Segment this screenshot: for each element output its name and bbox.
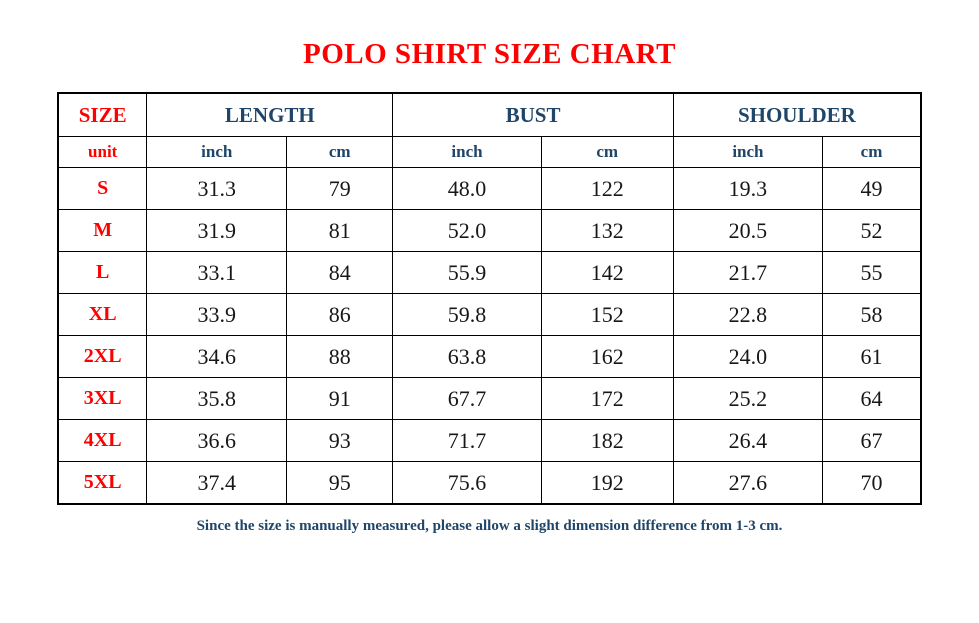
measurement-cell: 31.9 — [146, 209, 288, 252]
size-label-cell: 4XL — [57, 419, 148, 462]
measurement-cell: 61 — [822, 335, 922, 378]
measurement-cell: 81 — [286, 209, 394, 252]
measurement-cell: 21.7 — [672, 251, 824, 294]
measurement-cell: 75.6 — [392, 461, 542, 505]
measurement-cell: 88 — [286, 335, 394, 378]
measurement-cell: 25.2 — [672, 377, 824, 420]
unit-shoulder-inch: inch — [672, 136, 824, 168]
measurement-cell: 91 — [286, 377, 394, 420]
measurement-cell: 55.9 — [392, 251, 542, 294]
size-label-cell: M — [57, 209, 148, 252]
measurement-cell: 59.8 — [392, 293, 542, 336]
measurement-cell: 33.1 — [146, 251, 288, 294]
column-header-size: SIZE — [57, 92, 148, 137]
column-header-bust: BUST — [392, 92, 674, 137]
measurement-cell: 19.3 — [672, 167, 824, 210]
size-chart-table: SIZE LENGTH BUST SHOULDER unit inch cm i… — [57, 92, 922, 505]
size-label-cell: 3XL — [57, 377, 148, 420]
unit-label: unit — [57, 136, 148, 168]
size-label-cell: L — [57, 251, 148, 294]
column-header-length: LENGTH — [146, 92, 394, 137]
unit-bust-inch: inch — [392, 136, 542, 168]
table-header-row: SIZE LENGTH BUST SHOULDER — [57, 92, 922, 137]
measurement-cell: 182 — [540, 419, 674, 462]
size-label-cell: S — [57, 167, 148, 210]
measurement-cell: 152 — [540, 293, 674, 336]
measurement-cell: 52.0 — [392, 209, 542, 252]
measurement-cell: 122 — [540, 167, 674, 210]
measurement-cell: 24.0 — [672, 335, 824, 378]
table-row: M 31.9 81 52.0 132 20.5 52 — [57, 209, 922, 252]
measurement-cell: 37.4 — [146, 461, 288, 505]
measurement-cell: 49 — [822, 167, 922, 210]
measurement-cell: 35.8 — [146, 377, 288, 420]
unit-length-cm: cm — [286, 136, 394, 168]
size-label-cell: 5XL — [57, 461, 148, 505]
measurement-cell: 63.8 — [392, 335, 542, 378]
measurement-cell: 55 — [822, 251, 922, 294]
measurement-cell: 67 — [822, 419, 922, 462]
size-label-cell: XL — [57, 293, 148, 336]
measurement-cell: 142 — [540, 251, 674, 294]
table-row: 5XL 37.4 95 75.6 192 27.6 70 — [57, 461, 922, 505]
unit-shoulder-cm: cm — [822, 136, 922, 168]
measurement-cell: 36.6 — [146, 419, 288, 462]
measurement-cell: 33.9 — [146, 293, 288, 336]
table-row: L 33.1 84 55.9 142 21.7 55 — [57, 251, 922, 294]
table-row: 3XL 35.8 91 67.7 172 25.2 64 — [57, 377, 922, 420]
size-label-cell: 2XL — [57, 335, 148, 378]
unit-row: unit inch cm inch cm inch cm — [57, 136, 922, 168]
measurement-cell: 27.6 — [672, 461, 824, 505]
column-header-shoulder: SHOULDER — [672, 92, 922, 137]
measurement-cell: 70 — [822, 461, 922, 505]
page-title: POLO SHIRT SIZE CHART — [303, 38, 676, 70]
measurement-disclaimer: Since the size is manually measured, ple… — [196, 518, 783, 534]
unit-bust-cm: cm — [540, 136, 674, 168]
measurement-cell: 95 — [286, 461, 394, 505]
table-row: 2XL 34.6 88 63.8 162 24.0 61 — [57, 335, 922, 378]
measurement-cell: 93 — [286, 419, 394, 462]
table-row: S 31.3 79 48.0 122 19.3 49 — [57, 167, 922, 210]
measurement-cell: 31.3 — [146, 167, 288, 210]
measurement-cell: 67.7 — [392, 377, 542, 420]
measurement-cell: 79 — [286, 167, 394, 210]
table-row: XL 33.9 86 59.8 152 22.8 58 — [57, 293, 922, 336]
measurement-cell: 84 — [286, 251, 394, 294]
table-row: 4XL 36.6 93 71.7 182 26.4 67 — [57, 419, 922, 462]
measurement-cell: 192 — [540, 461, 674, 505]
measurement-cell: 58 — [822, 293, 922, 336]
measurement-cell: 52 — [822, 209, 922, 252]
measurement-cell: 162 — [540, 335, 674, 378]
measurement-cell: 48.0 — [392, 167, 542, 210]
unit-length-inch: inch — [146, 136, 288, 168]
measurement-cell: 22.8 — [672, 293, 824, 336]
measurement-cell: 64 — [822, 377, 922, 420]
measurement-cell: 34.6 — [146, 335, 288, 378]
measurement-cell: 71.7 — [392, 419, 542, 462]
measurement-cell: 132 — [540, 209, 674, 252]
measurement-cell: 20.5 — [672, 209, 824, 252]
measurement-cell: 86 — [286, 293, 394, 336]
measurement-cell: 172 — [540, 377, 674, 420]
measurement-cell: 26.4 — [672, 419, 824, 462]
